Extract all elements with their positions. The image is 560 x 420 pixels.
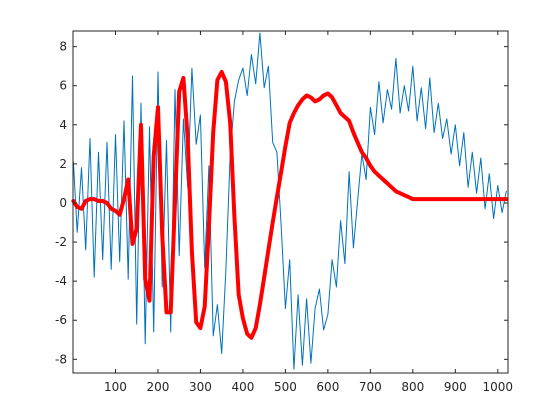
x-tick-label: 1000 — [483, 380, 514, 394]
y-tick-label: 2 — [59, 157, 67, 171]
y-tick-label: 8 — [59, 40, 67, 54]
x-tick-label: 900 — [444, 380, 467, 394]
x-tick-label: 800 — [401, 380, 424, 394]
x-tick-label: 300 — [189, 380, 212, 394]
plot-area: 100 200 300 400 500 600 700 800 900 1000 -8 -6 -4 -2… — [55, 30, 513, 394]
y-axis-ticks: -8 -6 -4 -2 0 2 4 6 8 — [55, 40, 508, 366]
y-tick-label: 4 — [59, 118, 67, 132]
series-line-smooth — [71, 70, 509, 340]
y-tick-label: -6 — [55, 313, 67, 327]
series-line-noisy — [72, 32, 507, 370]
y-tick-label: -4 — [55, 274, 67, 288]
axes-box — [72, 30, 509, 374]
series-layer — [71, 32, 509, 370]
y-tick-label: -8 — [55, 352, 67, 366]
y-tick-label: 0 — [59, 196, 67, 210]
x-tick-label: 400 — [231, 380, 254, 394]
y-tick-label: 6 — [59, 79, 67, 93]
x-tick-label: 500 — [274, 380, 297, 394]
x-tick-label: 700 — [359, 380, 382, 394]
x-axis-ticks: 100 200 300 400 500 600 700 800 900 1000 — [104, 31, 513, 394]
x-tick-label: 100 — [104, 380, 127, 394]
x-tick-label: 600 — [316, 380, 339, 394]
x-tick-label: 200 — [147, 380, 170, 394]
y-tick-label: -2 — [55, 235, 67, 249]
